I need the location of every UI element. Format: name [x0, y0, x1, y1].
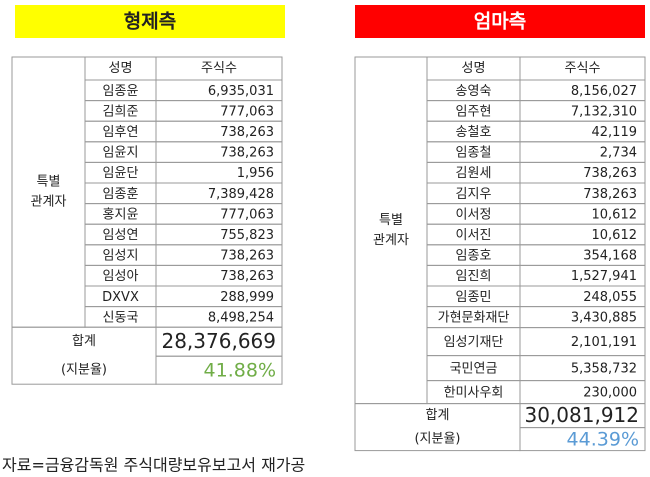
- share-count: 738,263: [220, 249, 274, 264]
- share-count: 777,063: [220, 104, 274, 119]
- holder-name: 이서진: [456, 228, 492, 243]
- holder-name: 송영숙: [456, 84, 492, 99]
- group-label: 관계자: [31, 195, 67, 210]
- table-cell: [155, 355, 283, 385]
- column-header: 주식수: [565, 61, 601, 76]
- share-count: 288,999: [220, 290, 274, 305]
- group-label: 특별: [37, 175, 61, 190]
- share-count: 738,263: [583, 187, 637, 202]
- share-count: 248,055: [583, 290, 637, 305]
- total-shares: 28,376,669: [161, 329, 276, 353]
- table-cell: [11, 56, 86, 328]
- column-header: 주식수: [201, 61, 237, 76]
- holder-name: 임성기재단: [444, 335, 504, 350]
- left-title: 형제측: [124, 11, 176, 33]
- column-header: 성명: [462, 61, 486, 76]
- holder-name: 임성지: [103, 249, 139, 264]
- holder-name: 임윤지: [103, 146, 139, 161]
- holder-name: 임종민: [456, 290, 492, 305]
- share-count: 42,119: [592, 125, 638, 140]
- table-cell: [354, 56, 428, 405]
- holder-name: 신동국: [103, 310, 139, 325]
- holder-name: 임윤단: [103, 166, 139, 181]
- share-count: 738,263: [583, 166, 637, 181]
- share-count: 777,063: [220, 207, 274, 222]
- holder-name: 국민연금: [450, 362, 498, 377]
- share-count: 3,430,885: [571, 311, 637, 326]
- holder-name: 송철호: [456, 125, 492, 140]
- share-ratio: 41.88%: [204, 360, 276, 382]
- holder-name: 가현문화재단: [438, 311, 510, 326]
- share-count: 6,935,031: [208, 84, 274, 99]
- source-note: 자료=금융감독원 주식대량보유보고서 재가공: [2, 456, 305, 475]
- holder-name: 이서정: [456, 207, 492, 222]
- holder-name: 임주현: [456, 104, 492, 119]
- holder-name: 임종철: [456, 146, 492, 161]
- total-label: 합계: [426, 408, 450, 423]
- share-count: 738,263: [220, 125, 274, 140]
- share-count: 2,101,191: [571, 335, 637, 350]
- share-count: 755,823: [220, 228, 274, 243]
- holder-name: 홍지윤: [103, 207, 139, 222]
- share-count: 1,956: [237, 166, 274, 181]
- share-count: 1,527,941: [571, 269, 637, 284]
- holder-name: 임후연: [103, 125, 139, 140]
- share-count: 10,612: [592, 228, 638, 243]
- group-label: 특별: [379, 213, 403, 228]
- right-header-bg: [355, 5, 645, 38]
- share-count: 8,498,254: [208, 310, 274, 325]
- holder-name: 김희준: [103, 104, 139, 119]
- total-label: (지분율): [414, 432, 460, 447]
- left-header-bg: [15, 5, 285, 38]
- holder-name: 임성아: [103, 269, 139, 284]
- holder-name: DXVX: [102, 290, 139, 305]
- holder-name: 한미사우회: [444, 386, 504, 401]
- column-header: 성명: [109, 61, 133, 76]
- share-count: 2,734: [600, 146, 637, 161]
- holder-name: 임종호: [456, 249, 492, 264]
- share-count: 738,263: [220, 269, 274, 284]
- holder-name: 임진희: [456, 269, 492, 284]
- total-label: (지분율): [61, 363, 107, 378]
- total-label: 합계: [72, 334, 96, 349]
- holder-name: 김원세: [456, 166, 492, 181]
- holder-name: 김지우: [456, 187, 492, 202]
- share-count: 5,358,732: [571, 362, 637, 377]
- share-count: 738,263: [220, 146, 274, 161]
- total-shares: 30,081,912: [524, 403, 639, 427]
- holder-name: 임성연: [103, 228, 139, 243]
- share-count: 230,000: [583, 386, 637, 401]
- right-title: 엄마측: [474, 11, 526, 33]
- share-count: 10,612: [592, 207, 638, 222]
- table-cell: [519, 427, 646, 452]
- share-count: 8,156,027: [571, 84, 637, 99]
- share-count: 354,168: [583, 249, 637, 264]
- share-ratio: 44.39%: [567, 429, 639, 451]
- holder-name: 임종훈: [103, 187, 139, 202]
- group-label: 관계자: [373, 233, 409, 248]
- holder-name: 임종윤: [103, 84, 139, 99]
- share-count: 7,389,428: [208, 187, 274, 202]
- share-count: 7,132,310: [571, 104, 637, 119]
